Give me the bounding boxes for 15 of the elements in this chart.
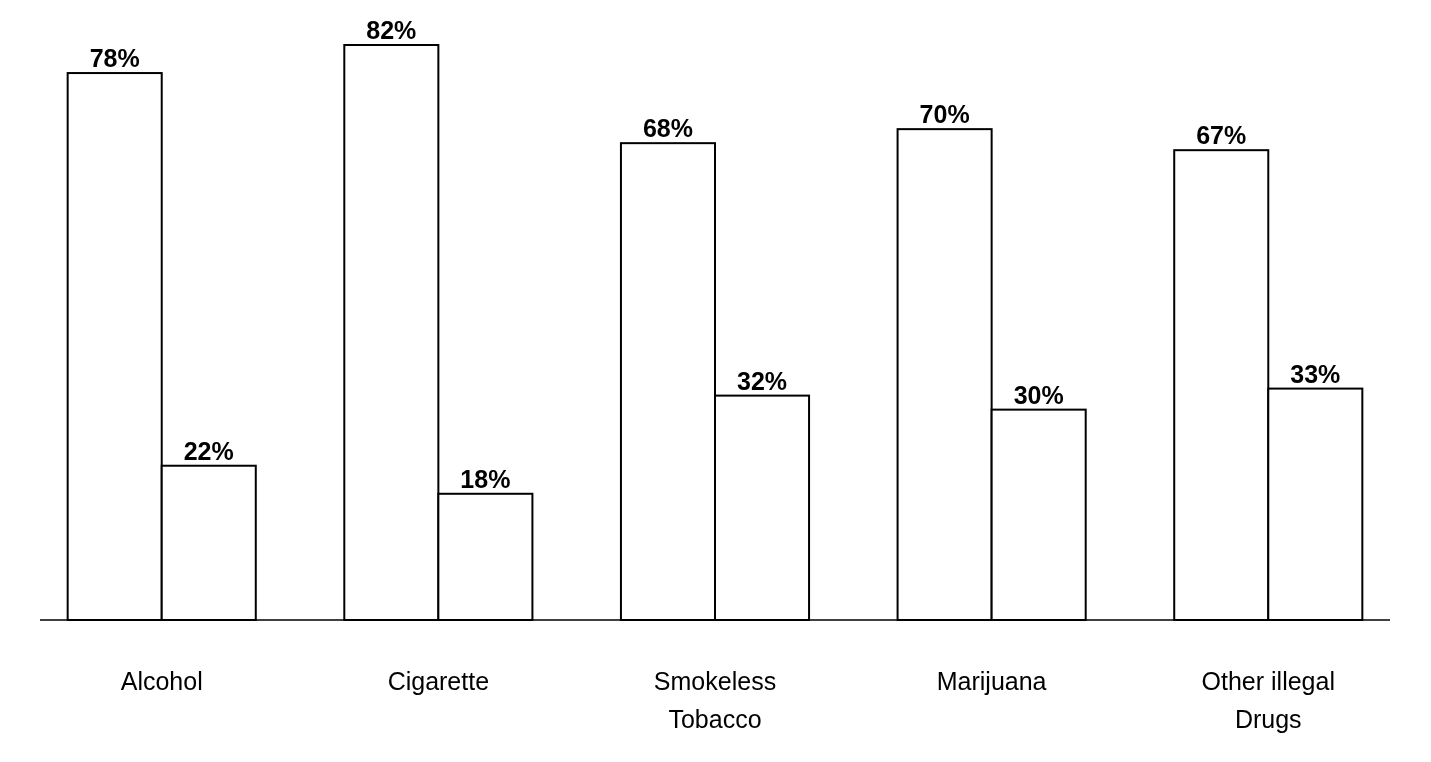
x-tick-label: Other illegal Drugs	[1201, 667, 1335, 733]
x-tick-label: Marijuana	[936, 667, 1047, 695]
data-label: 67%	[1196, 121, 1247, 150]
data-label: 30%	[1013, 380, 1064, 409]
data-label: 33%	[1290, 359, 1341, 388]
data-label: 32%	[737, 366, 788, 395]
data-label: 18%	[460, 464, 511, 493]
data-label: 68%	[642, 114, 693, 143]
data-label: 70%	[919, 100, 970, 129]
x-tick-label: Cigarette	[387, 667, 490, 695]
x-tick-label: Alcohol	[120, 667, 203, 695]
data-label: 22%	[183, 436, 234, 465]
x-tick-label: Smokeless Tobacco	[653, 667, 777, 733]
data-label: 78%	[89, 44, 140, 73]
data-label: 82%	[366, 16, 417, 44]
